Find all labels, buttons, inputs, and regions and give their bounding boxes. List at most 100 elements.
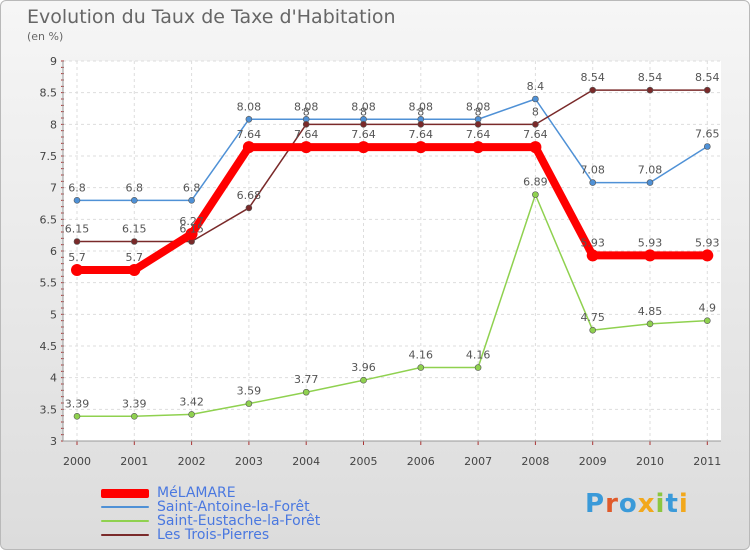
data-label: 8.08 bbox=[351, 100, 376, 113]
data-point bbox=[474, 364, 482, 371]
data-label: 8.54 bbox=[638, 71, 663, 84]
legend-swatch bbox=[101, 534, 149, 536]
data-point bbox=[532, 121, 539, 128]
y-tick-label: 4 bbox=[50, 372, 57, 385]
x-tick-label: 2004 bbox=[292, 455, 320, 468]
data-point bbox=[188, 197, 195, 204]
data-label: 6.8 bbox=[68, 181, 86, 194]
data-label: 6.15 bbox=[65, 223, 90, 236]
data-point bbox=[472, 141, 485, 154]
data-label: 7.64 bbox=[294, 128, 319, 141]
logo-letter: x bbox=[637, 489, 656, 519]
data-label: 3.39 bbox=[122, 397, 147, 410]
data-point bbox=[131, 238, 138, 245]
data-label: 4.85 bbox=[638, 305, 663, 318]
data-label: 3.59 bbox=[237, 385, 262, 398]
data-label: 6.27 bbox=[179, 215, 204, 228]
legend-item: Saint-Antoine-la-Forêt bbox=[101, 500, 320, 514]
data-label: 7.65 bbox=[695, 128, 720, 141]
data-label: 3.77 bbox=[294, 373, 319, 386]
data-label: 8.08 bbox=[409, 100, 434, 113]
legend-label: Les Trois-Pierres bbox=[157, 527, 270, 543]
x-tick-label: 2005 bbox=[350, 455, 378, 468]
data-label: 8.08 bbox=[237, 100, 262, 113]
data-point bbox=[245, 204, 253, 212]
data-label: 5.7 bbox=[68, 251, 86, 264]
data-point bbox=[188, 411, 195, 418]
data-point bbox=[131, 197, 138, 204]
x-tick-label: 2001 bbox=[120, 455, 148, 468]
data-point bbox=[417, 364, 425, 371]
data-label: 6.89 bbox=[523, 176, 548, 189]
logo-letter: i bbox=[655, 489, 666, 519]
data-label: 6.68 bbox=[237, 189, 262, 202]
y-tick-label: 5 bbox=[50, 308, 57, 321]
data-point bbox=[646, 179, 654, 186]
data-label: 6.15 bbox=[122, 223, 147, 236]
data-label: 7.64 bbox=[237, 128, 262, 141]
data-label: 3.42 bbox=[179, 395, 204, 408]
data-point bbox=[646, 86, 654, 94]
data-label: 8.4 bbox=[527, 80, 545, 93]
x-tick-label: 2002 bbox=[178, 455, 206, 468]
data-point bbox=[73, 238, 81, 245]
proxiti-logo: Proxiti bbox=[585, 489, 689, 519]
x-tick-label: 2006 bbox=[407, 455, 435, 468]
data-point bbox=[242, 141, 255, 154]
data-point bbox=[701, 249, 714, 262]
data-label: 8.08 bbox=[466, 100, 491, 113]
data-label: 4.9 bbox=[699, 302, 717, 315]
data-point bbox=[644, 249, 656, 262]
data-point bbox=[589, 179, 597, 186]
data-label: 7.64 bbox=[409, 128, 434, 141]
data-point bbox=[360, 376, 367, 384]
y-tick-label: 6.5 bbox=[40, 213, 58, 226]
data-point bbox=[586, 249, 599, 262]
series-line bbox=[76, 193, 709, 418]
data-point bbox=[703, 86, 711, 94]
data-label: 7.64 bbox=[523, 128, 548, 141]
series-line bbox=[76, 98, 709, 202]
data-label: 8.54 bbox=[695, 71, 720, 84]
data-point bbox=[245, 400, 253, 407]
logo-letter: P bbox=[585, 489, 606, 519]
data-label: 6.15 bbox=[179, 223, 204, 236]
data-point bbox=[128, 264, 141, 276]
series-line bbox=[73, 143, 712, 274]
data-point bbox=[589, 86, 597, 94]
data-label: 5.7 bbox=[126, 251, 144, 264]
data-point bbox=[360, 121, 367, 128]
y-tick-label: 3 bbox=[50, 435, 57, 448]
y-tick-label: 8.5 bbox=[40, 87, 58, 100]
y-tick-label: 5.5 bbox=[40, 277, 58, 290]
data-point bbox=[474, 121, 482, 128]
data-point bbox=[703, 143, 711, 150]
y-tick-label: 4.5 bbox=[40, 340, 58, 353]
legend-label: Saint-Eustache-la-Forêt bbox=[157, 513, 321, 529]
data-label: 8 bbox=[417, 105, 424, 118]
logo-letter: i bbox=[678, 489, 689, 519]
data-point bbox=[414, 141, 427, 154]
data-point bbox=[71, 264, 83, 276]
data-label: 8 bbox=[303, 105, 310, 118]
data-point bbox=[302, 388, 310, 396]
logo-letter: r bbox=[605, 489, 619, 519]
logo-letter: t bbox=[665, 489, 679, 519]
legend-swatch bbox=[101, 520, 149, 522]
legend-swatch bbox=[101, 506, 149, 508]
x-tick-label: 2000 bbox=[63, 455, 91, 468]
data-point bbox=[589, 326, 597, 334]
data-point bbox=[646, 320, 654, 328]
data-label: 8.54 bbox=[580, 71, 605, 84]
chart-unit-label: (en %) bbox=[27, 30, 64, 43]
legend-item: Les Trois-Pierres bbox=[101, 528, 320, 542]
chart-title: Evolution du Taux de Taxe d'Habitation bbox=[27, 6, 396, 28]
data-point bbox=[300, 141, 313, 154]
data-label: 7.08 bbox=[638, 164, 663, 177]
x-tick-label: 2010 bbox=[636, 455, 664, 468]
data-label: 8 bbox=[532, 105, 539, 118]
y-tick-label: 7.5 bbox=[40, 150, 58, 163]
data-label: 6.8 bbox=[126, 181, 144, 194]
